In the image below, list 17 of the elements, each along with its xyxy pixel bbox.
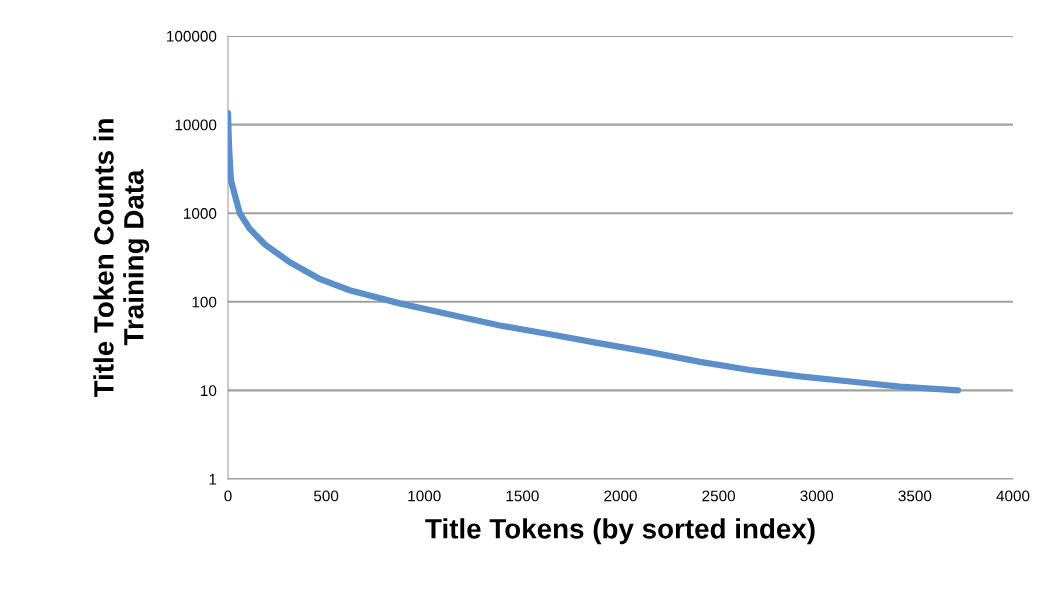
x-tick-label: 0 bbox=[224, 490, 232, 502]
x-axis-title: Title Tokens (by sorted index) bbox=[425, 518, 815, 545]
y-tick-label: 100000 bbox=[167, 30, 217, 42]
y-tick-label: 100 bbox=[192, 296, 217, 308]
y-tick-label: 1000 bbox=[184, 208, 217, 219]
y-tick-label: 1 bbox=[209, 474, 217, 485]
y-axis-title: Title Token Counts in Training Data bbox=[93, 119, 150, 398]
x-tick-label: 3000 bbox=[800, 490, 834, 502]
x-tick-label: 500 bbox=[313, 490, 339, 502]
y-tick-label: 10 bbox=[201, 385, 217, 397]
x-tick-label: 1000 bbox=[408, 490, 441, 502]
x-tick-label: 1500 bbox=[506, 490, 539, 502]
x-tick-label: 3500 bbox=[898, 490, 932, 502]
y-tick-label: 10000 bbox=[175, 119, 217, 131]
x-tick-label: 2500 bbox=[702, 490, 736, 502]
x-tick-label: 4000 bbox=[996, 490, 1030, 502]
x-tick-label: 2000 bbox=[604, 490, 637, 502]
